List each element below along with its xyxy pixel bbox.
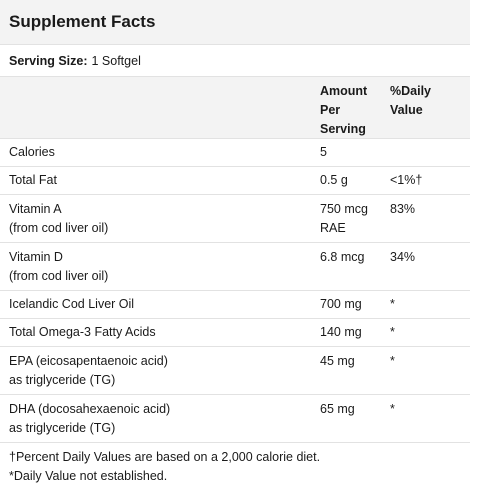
nutrient-amount: 700 mg [320, 297, 362, 311]
nutrient-form-line: as triglyceride (TG) [9, 373, 116, 387]
table-row: DHA (docosahexaenoic acid) as triglyceri… [0, 395, 470, 443]
nutrient-dv: <1%† [390, 173, 423, 187]
table-row: Total Fat 0.5 g <1%† [0, 167, 470, 195]
nutrient-name: Icelandic Cod Liver Oil [9, 297, 135, 311]
nutrient-name: Total Omega-3 Fatty Acids [9, 325, 156, 339]
footnotes: †Percent Daily Values are based on a 2,0… [0, 443, 470, 486]
nutrient-name-line: DHA (docosahexaenoic acid) [9, 402, 171, 416]
supplement-facts-panel: Supplement Facts Serving Size: 1 Softgel… [0, 0, 470, 486]
nutrient-name: EPA (eicosapentaenoic acid) as triglycer… [0, 352, 320, 394]
nutrient-amount: 750 mcg RAE [320, 200, 390, 242]
nutrient-name-line: Vitamin A [9, 202, 62, 216]
table-row: Total Omega-3 Fatty Acids 140 mg * [0, 319, 470, 347]
nutrient-dv: * [390, 325, 395, 339]
header-amount-line: Per [320, 103, 341, 117]
serving-size-label: Serving Size: [9, 53, 88, 68]
header-amount-line: Serving [320, 122, 366, 136]
nutrient-amount-unit: RAE [320, 221, 346, 235]
serving-size: Serving Size: 1 Softgel [0, 45, 470, 77]
header-daily-line: Value [390, 103, 423, 117]
nutrient-name: Vitamin D (from cod liver oil) [0, 248, 320, 290]
nutrient-dv: * [390, 354, 395, 368]
nutrient-name: Total Fat [9, 173, 57, 187]
header-daily-value: %Daily Value [390, 82, 470, 138]
nutrient-source-line: (from cod liver oil) [9, 269, 109, 283]
nutrient-amount: 65 mg [320, 402, 355, 416]
nutrient-dv: 34% [390, 250, 416, 264]
nutrient-amount-line: 750 mcg [320, 202, 368, 216]
nutrient-dv: 83% [390, 202, 416, 216]
header-nutrient [0, 82, 320, 138]
header-amount: Amount Per Serving [320, 82, 390, 138]
nutrient-amount: 0.5 g [320, 173, 348, 187]
panel-title: Supplement Facts [0, 0, 470, 45]
nutrient-form-line: as triglyceride (TG) [9, 421, 116, 435]
nutrient-amount: 6.8 mcg [320, 250, 365, 264]
nutrient-dv: * [390, 402, 395, 416]
footnote-daily-value-basis: †Percent Daily Values are based on a 2,0… [9, 450, 321, 464]
panel-title-text: Supplement Facts [9, 12, 156, 31]
table-row: Vitamin A (from cod liver oil) 750 mcg R… [0, 195, 470, 243]
nutrient-source-line: (from cod liver oil) [9, 221, 109, 235]
table-header: Amount Per Serving %Daily Value [0, 77, 470, 139]
nutrient-amount: 5 [320, 145, 327, 159]
nutrient-name: Vitamin A (from cod liver oil) [0, 200, 320, 242]
serving-size-value: 1 Softgel [91, 53, 141, 68]
nutrient-amount: 140 mg [320, 325, 362, 339]
nutrient-name: DHA (docosahexaenoic acid) as triglyceri… [0, 400, 320, 442]
header-amount-line: Amount [320, 84, 368, 98]
nutrient-name-line: EPA (eicosapentaenoic acid) [9, 354, 168, 368]
footnote-not-established: *Daily Value not established. [9, 469, 168, 483]
table-row: Vitamin D (from cod liver oil) 6.8 mcg 3… [0, 243, 470, 291]
header-daily-line: %Daily [390, 84, 431, 98]
nutrient-name: Calories [9, 145, 55, 159]
table-row: Icelandic Cod Liver Oil 700 mg * [0, 291, 470, 319]
nutrient-dv: * [390, 297, 395, 311]
table-row: EPA (eicosapentaenoic acid) as triglycer… [0, 347, 470, 395]
nutrient-amount: 45 mg [320, 354, 355, 368]
nutrient-name-line: Vitamin D [9, 250, 63, 264]
table-row: Calories 5 [0, 139, 470, 167]
